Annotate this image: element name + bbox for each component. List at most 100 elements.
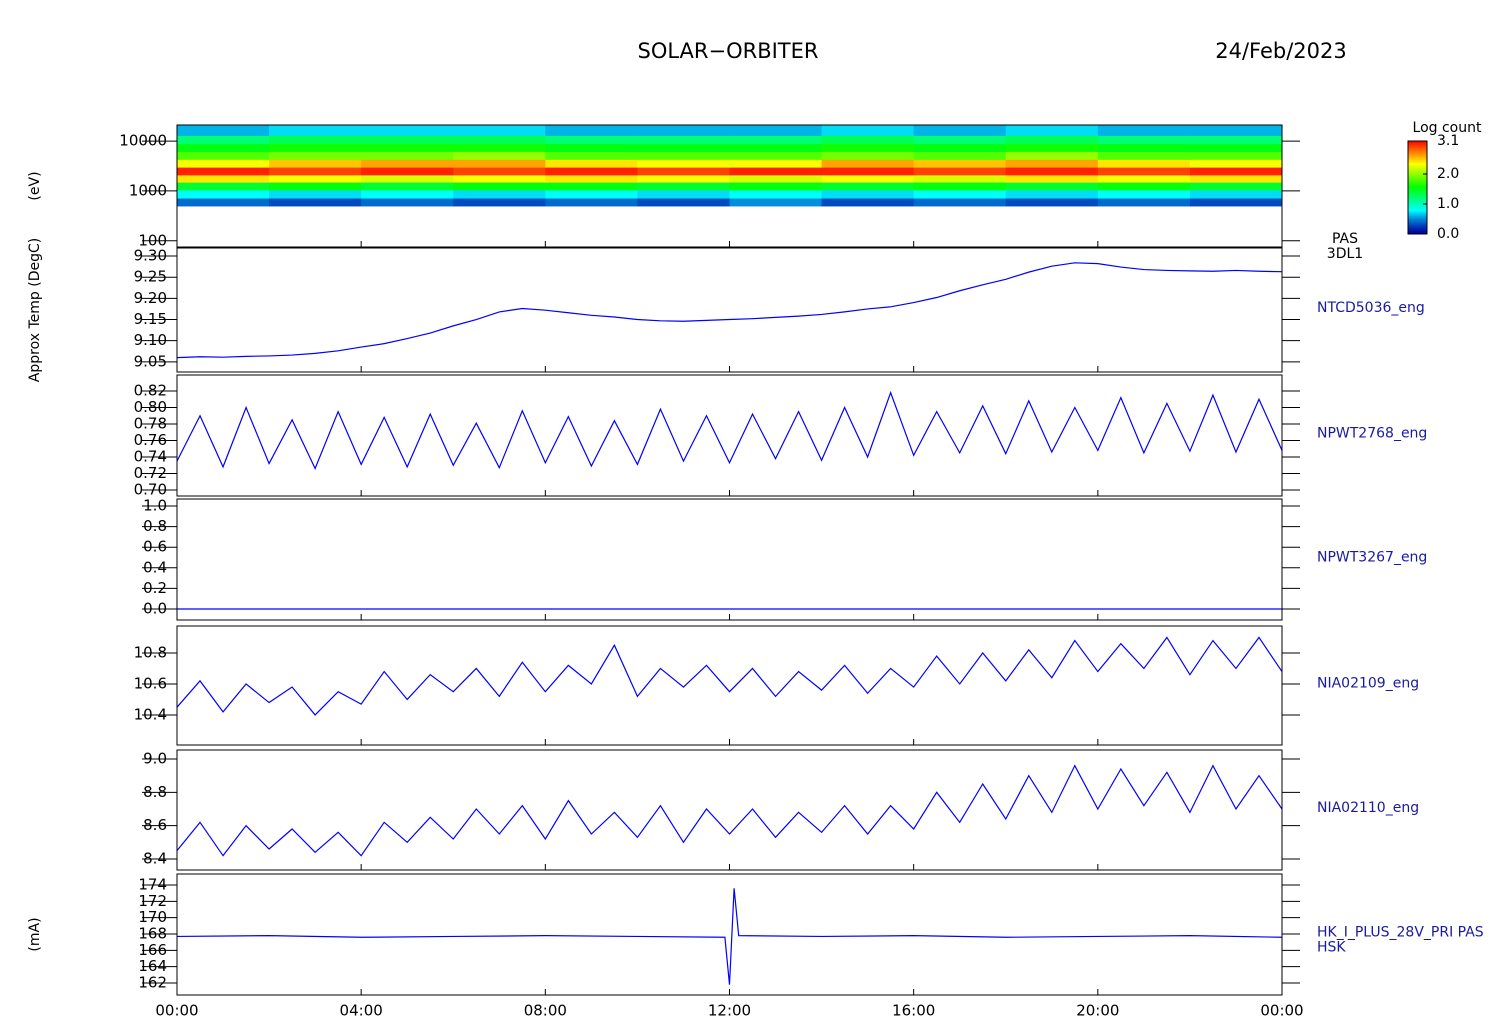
heatmap-cell	[269, 151, 362, 160]
heatmap-cell	[545, 159, 638, 168]
y-tick-label: 0.82	[134, 382, 167, 400]
panel-label: HK_I_PLUS_28V_PRI PAS	[1317, 925, 1484, 941]
heatmap-cell	[177, 143, 270, 152]
heatmap-cell	[821, 159, 915, 168]
heatmap-cell	[821, 135, 915, 145]
y-tick-label: 1000	[129, 181, 167, 199]
data-line	[176, 888, 1283, 985]
heatmap-cell	[729, 151, 823, 160]
panel-label: PAS	[1332, 231, 1358, 247]
heatmap-cell	[177, 125, 270, 136]
heatmap-cell	[821, 167, 915, 176]
heatmap-cell	[177, 182, 270, 191]
panel-frame	[176, 625, 1283, 746]
heatmap-cell	[269, 189, 362, 199]
heatmap-cell	[177, 189, 270, 199]
heatmap-cell	[821, 198, 915, 207]
heatmap-cell	[545, 189, 638, 199]
heatmap-cell	[913, 135, 1007, 145]
panel-label: NIA02110_eng	[1317, 800, 1419, 816]
colorbar-segment	[1408, 151, 1427, 154]
heatmap-cell	[913, 174, 1007, 183]
colorbar-segment	[1408, 213, 1427, 216]
heatmap-cell	[269, 125, 362, 136]
y-tick-label: 168	[138, 925, 167, 943]
colorbar-segment	[1408, 156, 1427, 159]
panel-frame	[176, 749, 1283, 871]
colorbar-segment	[1408, 141, 1427, 144]
heatmap-cell	[729, 198, 823, 207]
y-tick-label: 0.0	[143, 599, 167, 617]
colorbar-segment	[1408, 145, 1427, 148]
heatmap-cell	[1189, 135, 1283, 145]
heatmap-cell	[1097, 143, 1191, 152]
colorbar-segment	[1408, 165, 1427, 168]
heatmap-cell	[453, 151, 546, 160]
y-tick-label: 0.2	[143, 579, 167, 597]
y-axis-label: (mA)	[27, 917, 43, 951]
y-tick-label: 172	[138, 892, 167, 910]
heatmap-cell	[637, 182, 730, 191]
colorbar-segment	[1408, 190, 1427, 193]
colorbar-segment	[1408, 178, 1427, 181]
colorbar-segment	[1408, 206, 1427, 209]
colorbar-segment	[1408, 232, 1427, 235]
colorbar-segment	[1408, 209, 1427, 212]
y-tick-label: 0.4	[143, 558, 167, 576]
heatmap-cell	[729, 143, 823, 152]
x-tick-label: 00:00	[155, 1002, 198, 1020]
colorbar-segment	[1408, 154, 1427, 157]
heatmap-cell	[453, 198, 546, 207]
heatmap-cell	[269, 143, 362, 152]
y-tick-label: 0.74	[134, 447, 167, 465]
y-tick-label: 9.05	[134, 352, 167, 370]
colorbar-segment	[1408, 218, 1427, 221]
heatmap-cell	[729, 189, 823, 199]
heatmap-cell	[453, 159, 546, 168]
heatmap-cell	[1097, 159, 1191, 168]
colorbar-segment	[1408, 201, 1427, 204]
colorbar-segment	[1408, 196, 1427, 199]
y-axis-label: (eV)	[27, 171, 43, 200]
heatmap-cell	[821, 174, 915, 183]
colorbar-segment	[1408, 184, 1427, 187]
heatmap-cell	[453, 167, 546, 176]
colorbar-segment	[1408, 164, 1427, 167]
colorbar-segment	[1408, 192, 1427, 195]
y-tick-label: 9.10	[134, 331, 167, 349]
heatmap-cell	[1189, 198, 1283, 207]
y-tick-label: 0.8	[143, 517, 167, 535]
heatmap-cell	[361, 143, 454, 152]
colorbar-segment	[1408, 230, 1427, 233]
y-tick-label: 162	[138, 973, 167, 991]
y-tick-label: 9.15	[134, 310, 167, 328]
heatmap-cell	[1005, 189, 1099, 199]
heatmap-cell	[1097, 182, 1191, 191]
heatmap-cell	[729, 125, 823, 136]
heatmap-cell	[913, 189, 1007, 199]
panel-label: 3DL1	[1327, 246, 1363, 262]
heatmap-cell	[269, 198, 362, 207]
x-tick-label: 04:00	[340, 1002, 383, 1020]
heatmap-cell	[1005, 143, 1099, 152]
colorbar-segment	[1408, 221, 1427, 224]
heatmap-cell	[177, 151, 270, 160]
chart-date: 24/Feb/2023	[1215, 39, 1347, 63]
chart-title: SOLAR−ORBITER	[637, 39, 818, 63]
panel-frame	[176, 374, 1283, 497]
heatmap-cell	[637, 159, 730, 168]
y-tick-label: 0.72	[134, 464, 167, 482]
heatmap-cell	[729, 159, 823, 168]
heatmap-cell	[729, 167, 823, 176]
colorbar-segment	[1408, 161, 1427, 164]
heatmap-cell	[269, 135, 362, 145]
heatmap-cell	[1005, 167, 1099, 176]
data-line	[176, 636, 1283, 716]
y-tick-label: 9.25	[134, 268, 167, 286]
y-axis-label: Approx Temp (DegC)	[27, 238, 43, 382]
colorbar-segment	[1408, 181, 1427, 184]
colorbar-segment	[1408, 195, 1427, 198]
heatmap-cell	[361, 198, 454, 207]
heatmap-cell	[269, 159, 362, 168]
